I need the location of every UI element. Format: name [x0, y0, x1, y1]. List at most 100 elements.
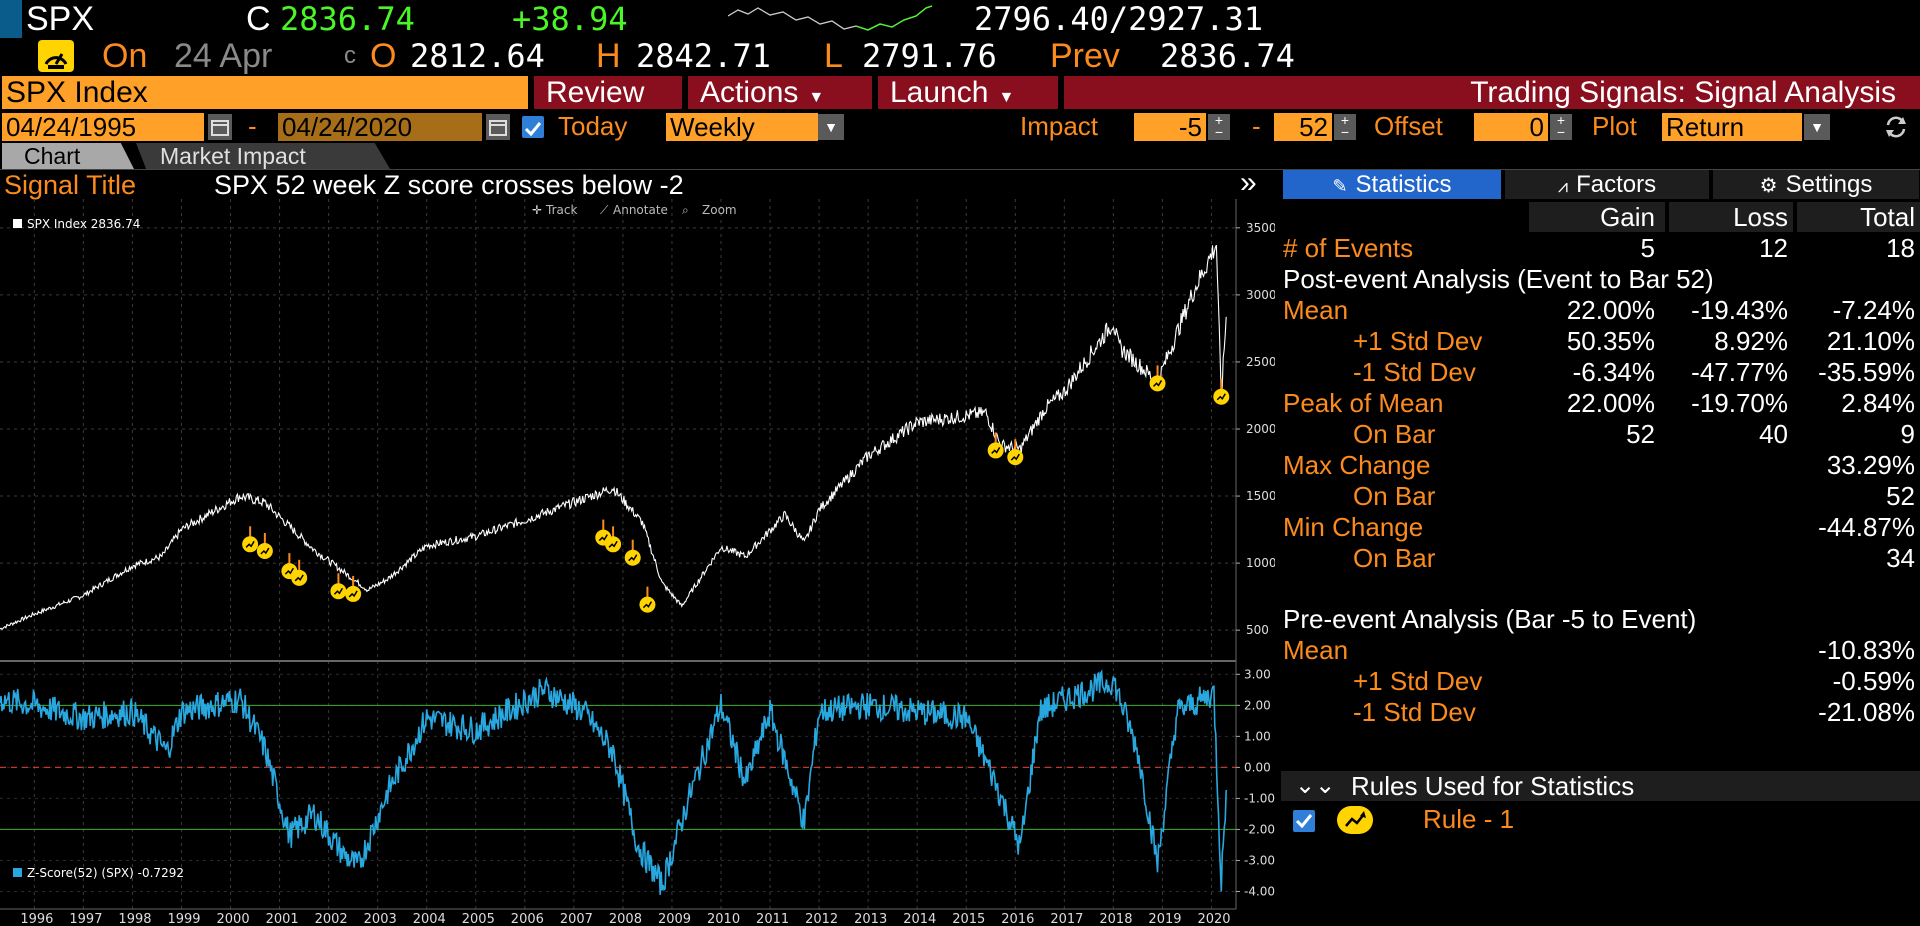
- low-price: 2791.76: [862, 37, 997, 75]
- tab-market-impact[interactable]: Market Impact: [136, 143, 390, 169]
- launch-menu-button[interactable]: Launch ▼: [878, 76, 1058, 109]
- total-value: 2.84%: [1841, 388, 1915, 418]
- event-marker-icon: [348, 590, 358, 598]
- zoom-button[interactable]: Zoom: [702, 203, 737, 217]
- function-title: Trading Signals: Signal Analysis: [1064, 76, 1920, 109]
- signal-title-bar: Signal Title SPX 52 week Z score crosses…: [0, 166, 1275, 200]
- impact-to-field[interactable]: 52: [1274, 113, 1332, 141]
- review-label: Review: [546, 76, 645, 109]
- total-value: 21.10%: [1826, 326, 1915, 356]
- today-label: Today: [558, 111, 628, 141]
- security-field[interactable]: SPX Index: [2, 76, 528, 109]
- stats-row: Peak of Mean 22.00% -19.70% 2.84%: [1281, 388, 1920, 419]
- x-tick-label: 2005: [462, 912, 495, 926]
- x-tick-label: 2015: [952, 912, 985, 926]
- calendar-icon[interactable]: [486, 114, 510, 140]
- speedometer-icon[interactable]: [38, 40, 74, 72]
- start-date-field[interactable]: 04/24/1995: [2, 113, 204, 141]
- chevron-down-icon[interactable]: ▼: [818, 114, 844, 140]
- impact-from-stepper[interactable]: + −: [1208, 113, 1230, 140]
- prev-label: Prev: [1050, 37, 1120, 75]
- command-bar: SPX Index Review Actions ▼ Launch ▼ Tradin…: [0, 76, 1920, 111]
- plot-select[interactable]: Return: [1662, 113, 1802, 141]
- row-label: -1 Std Dev: [1353, 697, 1476, 727]
- total-value: 9: [1900, 419, 1915, 449]
- rule-checkbox[interactable]: [1293, 810, 1315, 832]
- gear-icon: ⚙: [1759, 175, 1778, 197]
- tab-factors[interactable]: ⩘ Factors: [1505, 170, 1709, 199]
- gain-value: 5: [1640, 233, 1655, 263]
- y-tick-label: -1.00: [1244, 791, 1275, 805]
- tab-settings[interactable]: ⚙ Settings: [1713, 170, 1919, 199]
- post-event-heading: Post-event Analysis (Event to Bar 52): [1281, 264, 1920, 295]
- y-tick-label: 2500: [1246, 355, 1275, 369]
- price-series: [0, 244, 1227, 631]
- header-cell: [1797, 202, 1920, 232]
- chart[interactable]: 1996 1997 1998 1999 2000 2001 2002 2003 2004 2005…: [0, 199, 1275, 926]
- refresh-icon[interactable]: [1882, 113, 1910, 141]
- collapse-icon[interactable]: ⌄⌄: [1295, 772, 1336, 799]
- close-price: 2836.74: [280, 0, 415, 38]
- zoom-icon[interactable]: ⌕: [682, 203, 689, 217]
- rule-signal-icon: [1337, 806, 1373, 834]
- divider: [0, 169, 1920, 170]
- close-label: C: [246, 0, 271, 38]
- x-tick-label: 2010: [707, 912, 740, 926]
- row-label: On Bar: [1353, 419, 1436, 449]
- signal-title: SPX 52 week Z score crosses below -2: [214, 170, 684, 200]
- pre-event-heading: Pre-event Analysis (Bar -5 to Event): [1281, 604, 1920, 635]
- factors-icon: ⩘: [1557, 176, 1569, 196]
- x-tick-label: 2013: [854, 912, 887, 926]
- frequency-select[interactable]: Weekly: [666, 113, 818, 141]
- today-checkbox[interactable]: [522, 116, 544, 138]
- event-marker-icon: [1216, 393, 1226, 401]
- x-tick-label: 2006: [511, 912, 544, 926]
- row-label: Peak of Mean: [1283, 388, 1444, 418]
- x-tick-label: 2020: [1197, 912, 1230, 926]
- low-label: L: [824, 37, 843, 75]
- zscore-reference-lines: [0, 704, 1236, 830]
- annotate-icon[interactable]: ⟋: [600, 203, 609, 217]
- impact-to-stepper[interactable]: + −: [1334, 113, 1356, 140]
- event-marker-icon: [608, 540, 618, 548]
- rules-title: Rules Used for Statistics: [1351, 771, 1635, 801]
- track-button[interactable]: Track: [545, 203, 577, 217]
- expand-panel-icon[interactable]: »: [1240, 166, 1257, 199]
- gain-value: 52: [1626, 419, 1655, 449]
- loss-value: -19.43%: [1691, 295, 1788, 325]
- offset-field[interactable]: 0: [1474, 113, 1548, 141]
- impact-from-field[interactable]: -5: [1134, 113, 1206, 141]
- row-label: On Bar: [1353, 481, 1436, 511]
- x-tick-label: 2011: [756, 912, 789, 926]
- row-label: Max Change: [1283, 450, 1431, 480]
- annotate-button[interactable]: Annotate: [613, 203, 668, 217]
- calendar-icon[interactable]: [208, 114, 232, 140]
- review-button[interactable]: Review: [534, 76, 682, 109]
- loss-value: 8.92%: [1714, 326, 1788, 356]
- chevron-down-icon[interactable]: ▼: [1804, 114, 1830, 140]
- offset-stepper[interactable]: + −: [1550, 113, 1572, 140]
- ticker-marker: [0, 0, 22, 38]
- tab-chart[interactable]: Chart: [2, 143, 134, 169]
- total-value: -21.08%: [1818, 697, 1915, 727]
- stats-row: Max Change 33.29%: [1281, 450, 1920, 481]
- x-tick-label: 2008: [609, 912, 642, 926]
- actions-menu-button[interactable]: Actions ▼: [688, 76, 872, 109]
- x-tick-label: 2018: [1099, 912, 1132, 926]
- statistics-panel: ✎ Statistics ⩘ Factors ⚙ Settings Gain Loss…: [1281, 170, 1920, 926]
- total-value: 18: [1886, 233, 1915, 263]
- loss-value: 12: [1759, 233, 1788, 263]
- end-date-field[interactable]: 04/24/2020: [278, 113, 482, 141]
- rules-header[interactable]: ⌄⌄ Rules Used for Statistics: [1281, 771, 1920, 801]
- total-value: -10.83%: [1818, 635, 1915, 665]
- ticker[interactable]: SPX: [26, 0, 95, 38]
- tab-statistics[interactable]: ✎ Statistics: [1283, 170, 1501, 199]
- x-tick-label: 2014: [903, 912, 936, 926]
- y-tick-label: 500: [1246, 623, 1269, 637]
- x-tick-label: 2009: [658, 912, 691, 926]
- plot-label: Plot: [1592, 111, 1637, 141]
- axis-ticks: 1996 1997 1998 1999 2000 2001 2002 2003 2004 2005…: [20, 221, 1275, 926]
- col-total: Total: [1860, 202, 1915, 232]
- y-tick-label: 1000: [1246, 556, 1275, 570]
- track-icon[interactable]: ✛: [532, 203, 542, 217]
